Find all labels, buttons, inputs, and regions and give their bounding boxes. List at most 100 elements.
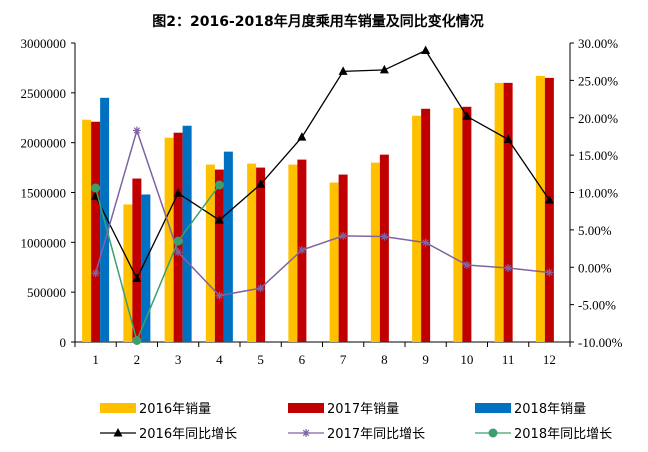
bar: [91, 121, 101, 342]
bar: [379, 154, 389, 342]
left-axis-tick-label: 3000000: [21, 36, 67, 51]
data-point: [462, 261, 471, 270]
data-point: [488, 428, 498, 438]
bar: [462, 106, 472, 342]
x-axis-tick-label: 5: [257, 352, 264, 367]
x-axis-tick-label: 12: [543, 352, 556, 367]
right-axis-tick-label: 25.00%: [578, 73, 618, 88]
data-point: [380, 232, 389, 241]
x-axis-tick-label: 7: [340, 352, 347, 367]
right-axis-tick-label: 15.00%: [578, 148, 618, 163]
legend-swatch: [100, 403, 136, 413]
right-axis-tick-label: 20.00%: [578, 111, 618, 126]
bar: [132, 178, 142, 342]
bar: [421, 108, 431, 342]
data-point: [504, 263, 513, 272]
bar: [503, 82, 513, 342]
data-point: [338, 66, 348, 75]
left-axis-tick-label: 2500000: [21, 86, 67, 101]
x-axis-tick-label: 11: [502, 352, 515, 367]
legend: 2016年销量 2017年销量 2018年销量 2016年同比增长 2017年同比增长 2…: [100, 402, 612, 442]
bar: [453, 107, 463, 343]
data-point: [256, 179, 266, 188]
data-point: [339, 231, 348, 240]
data-point: [421, 45, 431, 54]
series-line: [94, 127, 550, 297]
left-axis-tick-label: 1500000: [21, 186, 67, 201]
x-axis-tick-label: 10: [460, 352, 473, 367]
legend-label: 2016年同比增长: [139, 427, 237, 442]
right-axis-tick-label: 0.00%: [578, 260, 612, 275]
left-axis-tick-label: 1000000: [21, 235, 67, 250]
bar: [247, 163, 257, 342]
legend-swatch: [288, 403, 324, 413]
bar: [288, 164, 298, 342]
bar: [412, 115, 422, 342]
data-point: [132, 336, 142, 346]
data-point: [545, 268, 554, 277]
data-point: [421, 238, 430, 247]
left-axis-tick-label: 2000000: [21, 136, 67, 151]
bar: [123, 204, 133, 342]
x-axis-tick-label: 3: [175, 352, 182, 367]
bar: [544, 77, 554, 342]
left-axis-tick-label: 500000: [27, 285, 66, 300]
data-point: [132, 126, 141, 135]
right-axis-tick-label: 5.00%: [578, 223, 612, 238]
data-point: [503, 134, 513, 143]
bar: [329, 182, 339, 342]
right-axis-tick-label: -10.00%: [578, 335, 623, 350]
data-point: [302, 429, 310, 437]
x-axis-tick-label: 9: [422, 352, 429, 367]
right-axis-tick-label: 30.00%: [578, 36, 618, 51]
data-point: [544, 194, 554, 204]
data-point: [215, 291, 224, 300]
data-point: [132, 273, 142, 282]
series-line: [95, 49, 550, 280]
x-axis-tick-label: 4: [216, 352, 223, 367]
left-axis-tick-label: 0: [60, 335, 67, 350]
x-axis-tick-label: 2: [134, 352, 141, 367]
data-point: [462, 111, 472, 120]
bar: [223, 151, 233, 342]
data-point: [173, 236, 183, 246]
legend-label: 2017年销量: [327, 402, 399, 417]
bar: [535, 75, 545, 342]
bar: [182, 125, 192, 343]
chart-title: 图2：2016-2018年月度乘用车销量及同比变化情况: [152, 13, 483, 30]
legend-swatch: [475, 403, 511, 413]
lines: [91, 45, 554, 346]
x-axis-tick-label: 1: [92, 352, 99, 367]
data-point: [91, 183, 101, 193]
x-axis-tick-label: 8: [381, 352, 388, 367]
data-point: [297, 132, 307, 141]
bar: [205, 164, 215, 342]
data-point: [214, 215, 224, 224]
right-axis-tick-label: -5.00%: [578, 298, 616, 313]
legend-label: 2017年同比增长: [327, 427, 425, 442]
legend-label: 2018年同比增长: [514, 427, 612, 442]
data-point: [379, 64, 389, 74]
bar: [164, 137, 174, 342]
data-point: [91, 269, 100, 278]
legend-label: 2016年销量: [139, 402, 211, 417]
bar: [370, 162, 380, 342]
axes: 0 500000 1000000 1500000 2000000 2500000 30000…: [21, 36, 623, 367]
data-point: [297, 246, 306, 255]
data-point: [214, 180, 224, 190]
bar: [256, 167, 266, 342]
data-point: [174, 248, 183, 257]
bar: [338, 174, 348, 342]
x-axis-tick-label: 6: [299, 352, 306, 367]
right-axis-tick-label: 10.00%: [578, 186, 618, 201]
bar: [82, 119, 92, 342]
bar: [494, 82, 504, 342]
data-point: [256, 284, 265, 293]
data-point: [113, 428, 123, 437]
bar: [141, 194, 151, 342]
legend-label: 2018年销量: [514, 402, 586, 417]
bar: [214, 169, 224, 342]
series-line: [94, 184, 220, 343]
data-point: [173, 188, 183, 197]
